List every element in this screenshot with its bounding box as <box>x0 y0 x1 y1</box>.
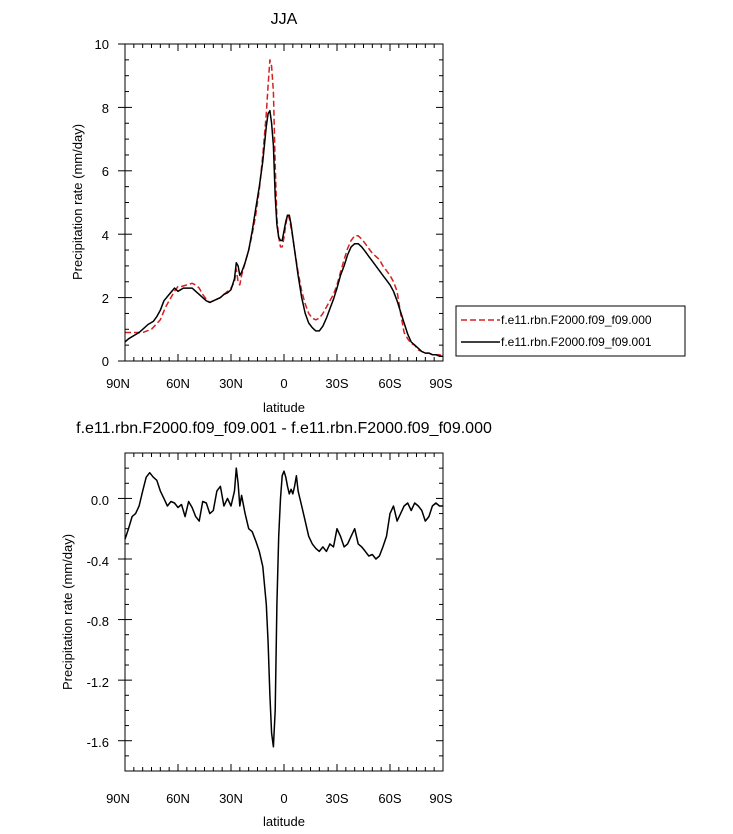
bottom-y-tick-label-0: 0.0 <box>91 493 109 508</box>
bottom-plot-frame <box>124 452 444 772</box>
bottom-y-tick-label-m1.2: -1.2 <box>87 675 109 690</box>
top-x-tick-label-30n: 30N <box>219 376 243 391</box>
bottom-x-tick-label-90n: 90N <box>106 791 130 806</box>
bottom-x-tick-label-60s: 60S <box>378 791 401 806</box>
top-x-tick-label-60s: 60S <box>378 376 401 391</box>
bottom-x-tick-label-30n: 30N <box>219 791 243 806</box>
top-x-tick-label-0: 0 <box>280 376 287 391</box>
top-series-line-1 <box>125 59 444 357</box>
top-x-axis-label: latitude <box>263 400 305 415</box>
bottom-x-tick-label-30s: 30S <box>325 791 348 806</box>
top-chart-title: JJA <box>271 11 298 28</box>
bottom-x-tick-label-0: 0 <box>280 791 287 806</box>
top-y-tick-label-2: 2 <box>102 291 109 306</box>
top-y-tick-label-6: 6 <box>102 164 109 179</box>
top-panel: JJA 90N 60N 30N 0 30S 60S 90S 0 2 4 6 8 … <box>70 11 686 415</box>
top-x-tick-label-90s: 90S <box>429 376 452 391</box>
bottom-chart-title: f.e11.rbn.F2000.f09_f09.001 - f.e11.rbn.… <box>76 420 492 437</box>
bottom-axis-ticks <box>118 452 444 772</box>
bottom-y-tick-label-m0.4: -0.4 <box>87 554 109 569</box>
bottom-x-tick-label-90s: 90S <box>429 791 452 806</box>
legend: f.e11.rbn.F2000.f09_f09.000 f.e11.rbn.F2… <box>455 305 686 357</box>
top-x-tick-label-60n: 60N <box>166 376 190 391</box>
top-y-axis-label: Precipitation rate (mm/day) <box>70 124 85 280</box>
top-axis-ticks <box>118 43 444 362</box>
bottom-x-axis-label: latitude <box>263 814 305 829</box>
top-x-tick-label-90n: 90N <box>106 376 130 391</box>
bottom-y-tick-label-m1.6: -1.6 <box>87 735 109 750</box>
bottom-y-axis-label: Precipitation rate (mm/day) <box>60 534 75 690</box>
top-series-group <box>124 59 444 357</box>
bottom-series-line-1 <box>124 467 443 748</box>
top-series-line-2 <box>124 109 443 357</box>
legend-label-test: f.e11.rbn.F2000.f09_f09.001 <box>501 335 652 349</box>
bottom-x-tick-label-60n: 60N <box>166 791 190 806</box>
top-x-tick-label-30s: 30S <box>325 376 348 391</box>
top-y-tick-label-10: 10 <box>95 37 109 52</box>
bottom-series-group <box>124 467 443 748</box>
top-y-tick-label-4: 4 <box>102 228 109 243</box>
bottom-y-tick-label-m0.8: -0.8 <box>87 614 109 629</box>
top-plot-frame <box>124 43 444 362</box>
legend-box <box>455 305 686 357</box>
top-y-tick-label-0: 0 <box>102 354 109 369</box>
bottom-panel: f.e11.rbn.F2000.f09_f09.001 - f.e11.rbn.… <box>60 420 492 829</box>
top-y-tick-label-8: 8 <box>102 101 109 116</box>
legend-label-ctrl: f.e11.rbn.F2000.f09_f09.000 <box>501 313 652 327</box>
